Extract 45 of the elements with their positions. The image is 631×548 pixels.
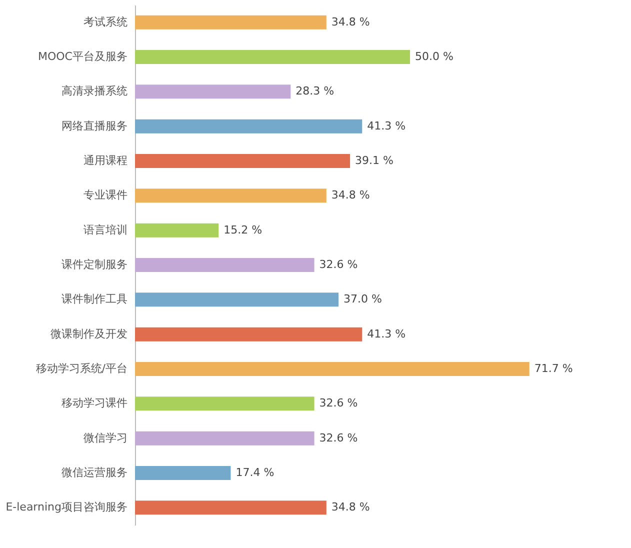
bar — [135, 431, 314, 446]
data-label: 37.0 % — [344, 292, 382, 306]
y-tick-label: 微信学习 — [84, 431, 128, 444]
bar — [135, 223, 219, 238]
bar — [135, 119, 362, 134]
y-tick-label: 课件制作工具 — [62, 292, 128, 306]
data-label: 17.4 % — [236, 466, 274, 479]
bar — [135, 188, 326, 203]
bar — [135, 154, 350, 168]
y-tick-label: 语言培训 — [84, 223, 128, 236]
y-tick-label: 专业课件 — [84, 188, 128, 202]
bar — [135, 292, 338, 307]
data-label: 32.6 % — [319, 258, 358, 271]
data-label: 34.8 % — [331, 500, 370, 514]
y-tick-label: 网络直播服务 — [62, 119, 128, 132]
data-label: 28.3 % — [296, 84, 334, 98]
data-label: 34.8 % — [331, 15, 370, 28]
bar — [135, 15, 326, 30]
y-tick-label: 移动学习系统/平台 — [36, 362, 128, 375]
y-tick-label: 课件定制服务 — [62, 258, 128, 271]
data-label: 39.1 % — [355, 154, 394, 167]
bar — [135, 258, 314, 272]
y-tick-label: 高清录播系统 — [62, 84, 128, 98]
bar — [135, 396, 314, 411]
bar — [135, 500, 326, 515]
data-label: 32.6 % — [319, 396, 358, 410]
y-tick-label: 通用课程 — [84, 154, 128, 167]
y-tick-label: 考试系统 — [84, 15, 128, 28]
data-label: 41.3 % — [367, 119, 406, 132]
bar — [135, 362, 530, 376]
y-tick-label: 微信运营服务 — [62, 466, 128, 479]
bar — [135, 50, 410, 64]
data-label: 34.8 % — [331, 188, 370, 202]
y-tick-label: MOOC平台及服务 — [38, 50, 128, 63]
bar — [135, 84, 291, 99]
y-tick-label: 微课制作及开发 — [50, 327, 128, 340]
data-label: 32.6 % — [319, 431, 358, 444]
data-label: 71.7 % — [534, 362, 573, 375]
bar — [135, 327, 362, 342]
data-label: 50.0 % — [415, 50, 454, 63]
y-tick-label: E-learning项目咨询服务 — [6, 500, 128, 514]
data-label: 15.2 % — [224, 223, 262, 236]
y-tick-label: 移动学习课件 — [62, 396, 128, 410]
bar — [135, 466, 231, 480]
data-label: 41.3 % — [367, 327, 406, 340]
